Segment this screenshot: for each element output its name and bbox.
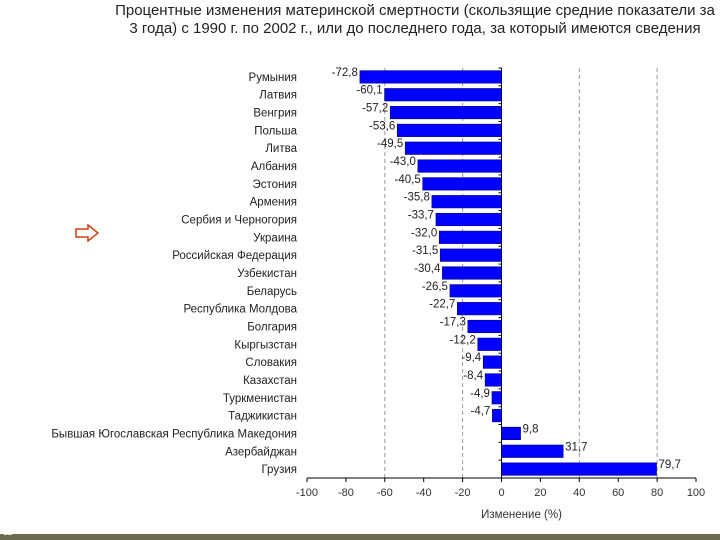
data-label: -30,4 <box>414 263 441 275</box>
category-label: Румыния <box>249 72 297 84</box>
slide-number: 11 <box>3 527 13 537</box>
data-label: -22,7 <box>429 299 455 311</box>
category-label: Таджикистан <box>228 411 297 423</box>
bar <box>457 302 502 316</box>
data-label: 79,7 <box>659 459 681 471</box>
category-label: Эстония <box>252 179 297 191</box>
bar <box>417 159 502 173</box>
bar <box>439 248 502 262</box>
bar <box>389 106 502 120</box>
category-label: Словакия <box>245 357 297 369</box>
x-tick-label: 80 <box>651 487 663 499</box>
data-label: -33,7 <box>408 210 434 222</box>
x-tick-label: -40 <box>416 487 432 499</box>
data-label: -60,1 <box>356 85 382 97</box>
bar <box>404 141 502 155</box>
category-label: Беларусь <box>247 286 297 298</box>
chart-title: Процентные изменения материнской смертно… <box>115 2 715 37</box>
category-label: Узбекистан <box>237 268 297 280</box>
data-label: -31,5 <box>412 245 438 257</box>
category-label: Болгария <box>247 321 297 333</box>
category-label: Азербайджан <box>225 446 297 458</box>
bar <box>491 391 502 405</box>
bar <box>477 337 502 351</box>
data-label: -43,0 <box>390 156 416 168</box>
data-label: -4,7 <box>471 406 491 418</box>
category-label: Литва <box>265 143 297 155</box>
bar <box>384 88 502 102</box>
category-label: Польша <box>254 125 297 137</box>
data-label: -12,2 <box>450 334 476 346</box>
bar <box>396 123 502 137</box>
data-label: -17,3 <box>440 316 466 328</box>
data-label: -8,4 <box>463 370 483 382</box>
x-tick-label: -60 <box>377 487 393 499</box>
category-label: Бывшая Югославская Республика Македония <box>51 428 297 440</box>
bar <box>435 212 502 227</box>
category-label: Республика Молдова <box>183 304 297 316</box>
bar <box>482 355 502 369</box>
bar <box>422 177 502 191</box>
bar <box>484 373 502 387</box>
data-label: -26,5 <box>422 281 448 293</box>
data-label: -72,8 <box>332 67 358 79</box>
category-label: Туркменистан <box>223 393 297 405</box>
category-label: Российская Федерация <box>172 250 297 262</box>
x-tick-label: 40 <box>573 487 585 499</box>
data-label: -35,8 <box>404 192 430 204</box>
bar <box>359 70 502 84</box>
category-label: Казахстан <box>243 375 297 387</box>
x-axis-label: Изменение (%) <box>481 509 562 521</box>
category-label: Сербия и Черногория <box>181 215 297 227</box>
x-tick-label: -100 <box>296 487 318 499</box>
data-label: 31,7 <box>565 441 587 453</box>
data-label: 9,8 <box>523 423 539 435</box>
category-label: Кыргызстан <box>234 339 297 351</box>
x-tick-label: 0 <box>498 487 504 499</box>
category-label: Грузия <box>261 464 297 476</box>
category-label: Албания <box>251 161 297 173</box>
bar <box>449 284 502 298</box>
data-label: -4,9 <box>470 388 490 400</box>
data-label: -57,2 <box>362 103 388 115</box>
data-label: -53,6 <box>369 120 395 132</box>
x-tick-label: 60 <box>612 487 624 499</box>
category-label: Венгрия <box>253 108 297 120</box>
slide-bottom-bar <box>0 534 720 540</box>
x-tick-label: 20 <box>534 487 546 499</box>
bar <box>438 230 502 244</box>
data-label: -49,5 <box>377 138 403 150</box>
x-tick-label: 100 <box>687 487 705 499</box>
category-label: Украина <box>253 232 297 244</box>
category-label: Латвия <box>259 90 297 102</box>
bar <box>431 195 502 209</box>
data-label: -9,4 <box>461 352 481 364</box>
x-tick-label: -20 <box>455 487 471 499</box>
bar <box>501 444 564 458</box>
bar <box>501 426 521 440</box>
x-tick-label: -80 <box>338 487 354 499</box>
bar <box>492 409 502 423</box>
data-label: -40,5 <box>395 174 421 186</box>
bar <box>501 462 657 476</box>
bar <box>442 266 502 280</box>
data-label: -32,0 <box>411 227 437 239</box>
category-label: Армения <box>250 197 297 209</box>
bar <box>467 319 502 334</box>
